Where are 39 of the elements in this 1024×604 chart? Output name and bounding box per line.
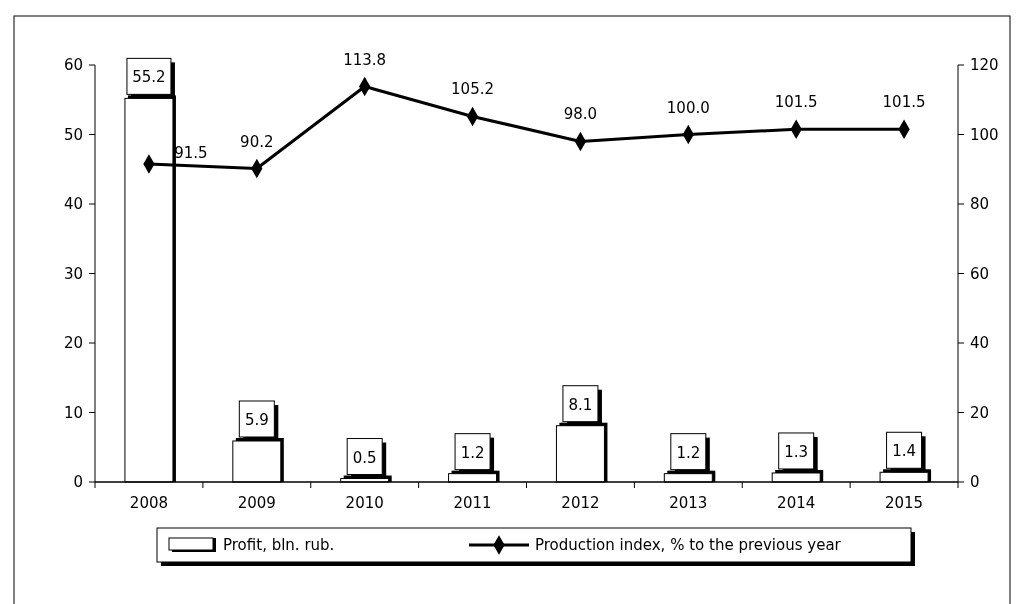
data-label: 100.0 (666, 98, 710, 117)
y2-tick-label: 40 (970, 334, 990, 352)
data-label: 101.5 (774, 93, 818, 112)
x-tick-label: 2012 (561, 494, 600, 512)
y-tick-label: 40 (63, 195, 83, 213)
y2-tick-label: 100 (970, 125, 999, 144)
y-tick-label: 20 (63, 334, 83, 352)
data-label: 1.2 (460, 443, 485, 462)
y2-tick-label: 0 (970, 473, 980, 491)
data-label: 101.5 (882, 93, 926, 112)
x-tick-label: 2015 (884, 494, 924, 512)
data-label: 1.2 (676, 443, 701, 462)
x-tick-label: 2011 (453, 494, 492, 512)
data-label: 1.4 (892, 442, 916, 461)
y-tick-label: 60 (63, 56, 83, 74)
data-label: 55.2 (132, 68, 166, 87)
x-tick-label: 2014 (777, 494, 816, 512)
y2-tick-label: 20 (970, 403, 990, 422)
data-label: 113.8 (343, 50, 387, 69)
legend-label: Production index, % to the previous year (535, 536, 842, 554)
data-label: 90.2 (240, 132, 274, 151)
y-tick-label: 30 (63, 264, 83, 283)
x-tick-label: 2010 (345, 494, 384, 512)
y-tick-label: 50 (63, 125, 83, 144)
data-label: 5.9 (244, 410, 269, 429)
data-label: 0.5 (352, 448, 377, 467)
x-tick-label: 2009 (237, 494, 276, 512)
y-tick-label: 0 (73, 473, 83, 491)
y2-tick-label: 60 (970, 264, 990, 283)
data-label: 8.1 (568, 395, 593, 414)
data-label: 1.3 (784, 442, 809, 461)
y2-tick-label: 80 (970, 195, 990, 213)
x-tick-label: 2013 (669, 494, 708, 512)
x-tick-label: 2008 (129, 494, 169, 512)
data-label: 98.0 (563, 105, 598, 124)
data-label: 105.2 (451, 80, 495, 99)
y2-tick-label: 120 (970, 56, 999, 74)
y-tick-label: 10 (63, 403, 83, 422)
legend-label: Profit, bln. rub. (223, 536, 335, 554)
